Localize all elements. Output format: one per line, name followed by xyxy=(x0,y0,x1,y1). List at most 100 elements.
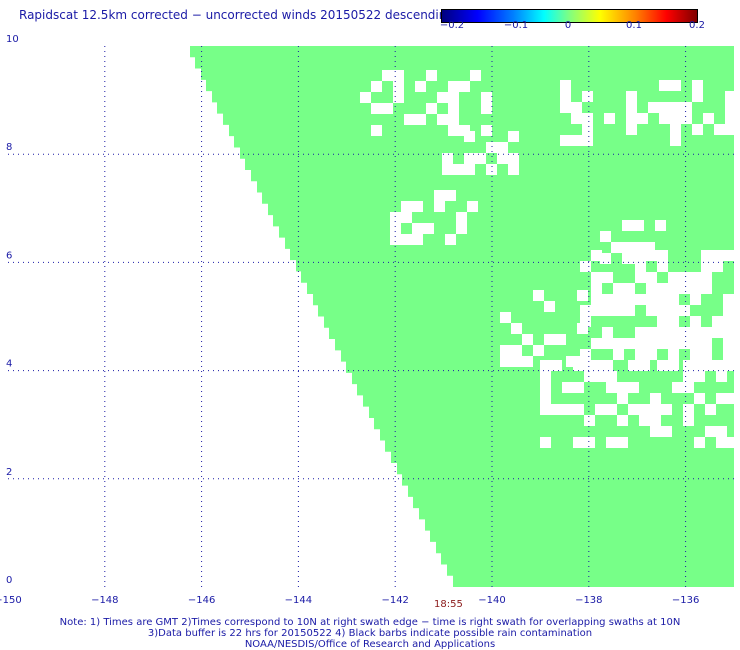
missing-data-cell xyxy=(617,382,628,393)
missing-data-cell xyxy=(659,113,670,124)
missing-data-cell xyxy=(694,393,705,404)
missing-data-cell xyxy=(670,102,681,113)
missing-data-cell xyxy=(371,103,382,114)
missing-data-cell xyxy=(613,349,624,360)
swath-area xyxy=(190,46,734,587)
missing-data-cell xyxy=(646,338,657,349)
missing-data-cell xyxy=(635,261,646,272)
missing-data-cell xyxy=(533,345,544,356)
missing-data-cell xyxy=(716,393,727,404)
missing-data-cell xyxy=(390,212,401,223)
missing-data-cell xyxy=(445,190,456,201)
missing-data-cell xyxy=(560,91,571,102)
colorbar-tick-label: 0 xyxy=(564,20,572,31)
missing-data-cell xyxy=(690,294,701,305)
missing-data-cell xyxy=(670,113,681,124)
plot-title: Rapidscat 12.5km corrected − uncorrected… xyxy=(19,8,454,22)
missing-data-cell xyxy=(624,305,635,316)
missing-data-cell xyxy=(624,283,635,294)
missing-data-cell xyxy=(577,290,588,301)
missing-data-cell xyxy=(533,290,544,301)
missing-data-cell xyxy=(657,250,668,261)
missing-data-cell xyxy=(723,294,734,305)
missing-data-cell xyxy=(371,125,382,136)
missing-data-cell xyxy=(668,316,679,327)
missing-data-cell xyxy=(635,272,646,283)
missing-data-cell xyxy=(390,223,401,234)
missing-data-cell xyxy=(659,102,670,113)
missing-data-cell xyxy=(617,415,628,426)
missing-data-cell xyxy=(692,91,703,102)
missing-data-cell xyxy=(701,327,712,338)
missing-data-cell xyxy=(661,426,672,437)
missing-data-cell xyxy=(622,220,633,231)
missing-data-cell xyxy=(459,125,470,136)
missing-data-cell xyxy=(500,345,511,356)
missing-data-cell xyxy=(683,404,694,415)
colorbar-tick-label: 0.1 xyxy=(626,20,642,31)
missing-data-cell xyxy=(701,272,712,283)
missing-data-cell xyxy=(701,360,712,371)
missing-data-cell xyxy=(716,426,727,437)
missing-data-cell xyxy=(690,283,701,294)
missing-data-cell xyxy=(404,114,415,125)
missing-data-cell xyxy=(657,327,668,338)
missing-data-cell xyxy=(580,316,591,327)
y-tick-label: 4 xyxy=(6,359,12,370)
missing-data-cell xyxy=(626,113,637,124)
missing-data-cell xyxy=(703,113,714,124)
missing-data-cell xyxy=(544,301,555,312)
missing-data-cell xyxy=(725,124,736,135)
missing-data-cell xyxy=(497,142,508,153)
missing-data-cell xyxy=(390,234,401,245)
missing-data-cell xyxy=(679,327,690,338)
missing-data-cell xyxy=(573,382,584,393)
missing-data-cell xyxy=(670,124,681,135)
missing-data-cell xyxy=(555,334,566,345)
missing-data-cell xyxy=(448,92,459,103)
missing-data-cell xyxy=(437,114,448,125)
missing-data-cell xyxy=(723,316,734,327)
missing-data-cell xyxy=(622,242,633,253)
colorbar-tick-label: −0.2 xyxy=(439,20,465,31)
missing-data-cell xyxy=(613,283,624,294)
missing-data-cell xyxy=(635,327,646,338)
missing-data-cell xyxy=(602,327,613,338)
missing-data-cell xyxy=(681,113,692,124)
missing-data-cell xyxy=(716,437,727,448)
missing-data-cell xyxy=(657,316,668,327)
missing-data-cell xyxy=(644,242,655,253)
missing-data-cell xyxy=(481,103,492,114)
missing-data-cell xyxy=(659,80,670,91)
missing-data-cell xyxy=(571,113,582,124)
missing-data-cell xyxy=(650,415,661,426)
missing-data-cell xyxy=(426,103,437,114)
missing-data-cell xyxy=(584,415,595,426)
missing-data-cell xyxy=(360,92,371,103)
missing-data-cell xyxy=(670,80,681,91)
y-tick-label: 6 xyxy=(6,250,12,261)
missing-data-cell xyxy=(591,250,602,261)
missing-data-cell xyxy=(672,382,683,393)
missing-data-cell xyxy=(584,437,595,448)
missing-data-cell xyxy=(694,371,705,382)
missing-data-cell xyxy=(448,81,459,92)
missing-data-cell xyxy=(423,223,434,234)
note-line-3: NOAA/NESDIS/Office of Research and Appli… xyxy=(244,639,496,650)
missing-data-cell xyxy=(456,212,467,223)
missing-data-cell xyxy=(580,261,591,272)
missing-data-cell xyxy=(635,338,646,349)
missing-data-cell xyxy=(646,294,657,305)
missing-data-cell xyxy=(486,164,497,175)
missing-data-cell xyxy=(668,283,679,294)
missing-data-cell xyxy=(560,102,571,113)
missing-data-cell xyxy=(412,234,423,245)
missing-data-cell xyxy=(540,393,551,404)
missing-data-cell xyxy=(540,371,551,382)
missing-data-cell xyxy=(415,81,426,92)
missing-data-cell xyxy=(712,360,723,371)
missing-data-cell xyxy=(650,393,661,404)
missing-data-cell xyxy=(464,153,475,164)
missing-data-cell xyxy=(613,338,624,349)
missing-data-cell xyxy=(448,125,459,136)
